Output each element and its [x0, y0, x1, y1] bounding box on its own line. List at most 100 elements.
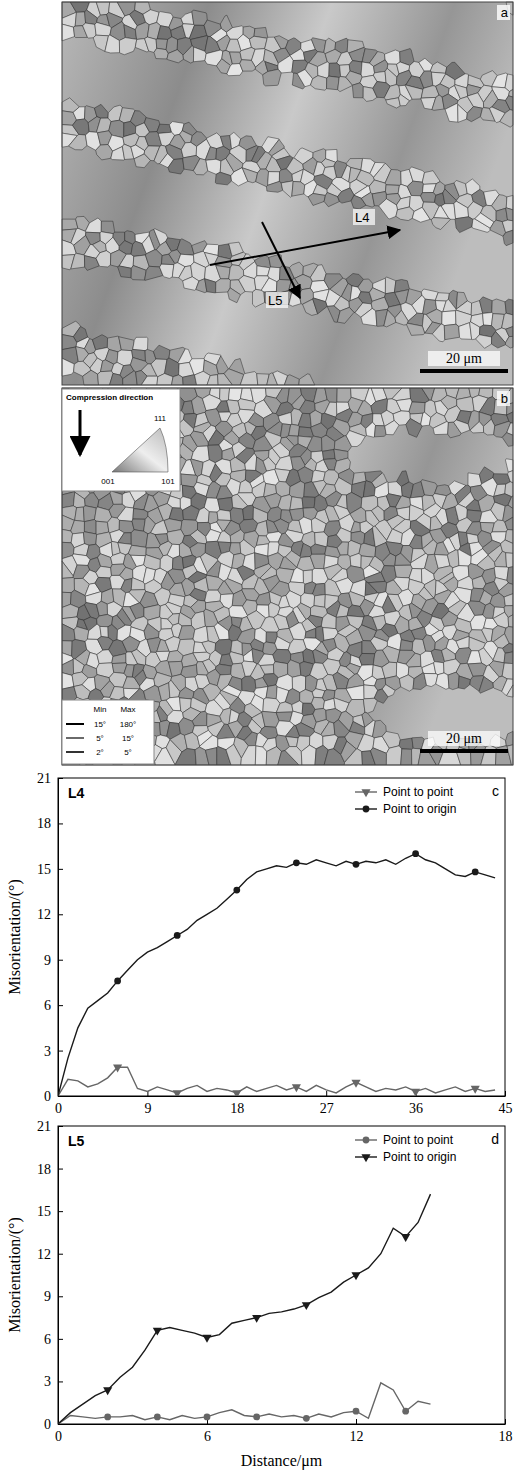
grain	[301, 745, 316, 765]
grain	[167, 50, 184, 63]
tick: 12	[37, 907, 63, 922]
grain	[183, 46, 194, 63]
grain	[310, 76, 326, 91]
grain	[311, 544, 326, 554]
grain	[178, 613, 191, 626]
grain	[426, 309, 442, 324]
grain	[489, 661, 504, 677]
grain	[74, 685, 91, 700]
grain	[117, 608, 132, 625]
tick-mark	[326, 1091, 327, 1096]
grain	[240, 372, 258, 385]
grain	[214, 693, 230, 710]
grain	[165, 358, 180, 377]
chart-title: L4	[68, 785, 85, 801]
grain	[119, 337, 135, 351]
tick: 6	[44, 998, 63, 1013]
legend-label: Point to origin	[383, 802, 456, 816]
grain	[157, 373, 173, 385]
grain	[230, 52, 242, 64]
grain	[506, 327, 513, 337]
grain	[217, 531, 230, 543]
tick-mark	[58, 914, 63, 915]
grain	[290, 497, 303, 510]
series-marker	[402, 1408, 409, 1415]
legend-box	[62, 700, 154, 764]
inset-box	[62, 389, 180, 491]
grain	[286, 436, 298, 446]
grain	[313, 298, 327, 314]
grain	[305, 628, 316, 638]
grain	[300, 543, 312, 557]
grain	[385, 185, 399, 195]
grain	[382, 731, 400, 748]
tick-label: 3	[44, 1374, 51, 1389]
chart: 061218036912151821L5Point to pointPoint …	[6, 1119, 513, 1470]
grain	[483, 603, 495, 618]
grain	[169, 680, 180, 698]
grain	[230, 457, 245, 472]
series-marker	[302, 1302, 311, 1310]
grain	[172, 375, 184, 385]
grain	[243, 505, 254, 520]
grain	[361, 62, 374, 77]
ipf-pole: 001	[101, 477, 115, 486]
grain	[228, 288, 241, 303]
grain	[444, 324, 459, 339]
tick: 27	[320, 1091, 334, 1116]
chart-title: L5	[68, 1133, 85, 1149]
legend-label: 5°	[124, 748, 132, 757]
tick: 12	[350, 1419, 364, 1444]
tick-mark	[58, 1005, 63, 1006]
grain	[448, 672, 459, 689]
grain	[292, 181, 305, 196]
series-marker	[252, 1315, 261, 1323]
grain	[263, 69, 282, 86]
tick-mark	[505, 1419, 506, 1424]
series-marker	[353, 1408, 360, 1415]
tick-label: 9	[144, 1101, 151, 1116]
plot-frame	[58, 1126, 505, 1424]
legend-marker	[361, 1154, 370, 1162]
y-axis-title: Misorientation/(°)	[6, 1217, 24, 1333]
tick-label: 0	[44, 1089, 51, 1104]
legend-marker	[363, 1137, 370, 1144]
tick: 18	[37, 1162, 63, 1177]
grain	[242, 676, 256, 692]
grain	[193, 159, 207, 175]
grain	[314, 595, 325, 608]
grain	[333, 419, 350, 436]
panel-letter: a	[501, 5, 509, 20]
grain	[131, 266, 146, 281]
tick: 6	[44, 1332, 63, 1347]
grain	[387, 529, 403, 544]
grain	[181, 12, 194, 25]
grain	[504, 594, 513, 606]
tick-label: 6	[44, 998, 51, 1013]
tick-mark	[58, 1381, 63, 1382]
tick-mark	[58, 1051, 63, 1052]
tick-label: 9	[44, 1289, 51, 1304]
tick: 18	[230, 1091, 244, 1116]
grain	[276, 702, 293, 713]
grain	[422, 171, 440, 185]
grain	[266, 685, 277, 699]
grain	[357, 401, 372, 416]
grain	[214, 623, 229, 640]
series-line	[58, 1067, 495, 1096]
grain	[196, 507, 209, 522]
grain	[158, 683, 170, 701]
tick: 0	[44, 1417, 63, 1432]
tick-mark	[58, 1169, 63, 1170]
grain	[386, 746, 401, 765]
grain	[359, 543, 376, 557]
grain	[298, 467, 314, 484]
grain	[73, 492, 85, 507]
grain	[83, 23, 96, 38]
grain	[62, 492, 75, 508]
grain	[256, 169, 269, 187]
grain	[324, 192, 339, 206]
grain	[480, 297, 493, 314]
tick-label: 27	[320, 1101, 334, 1116]
compression-arrow	[79, 410, 82, 455]
